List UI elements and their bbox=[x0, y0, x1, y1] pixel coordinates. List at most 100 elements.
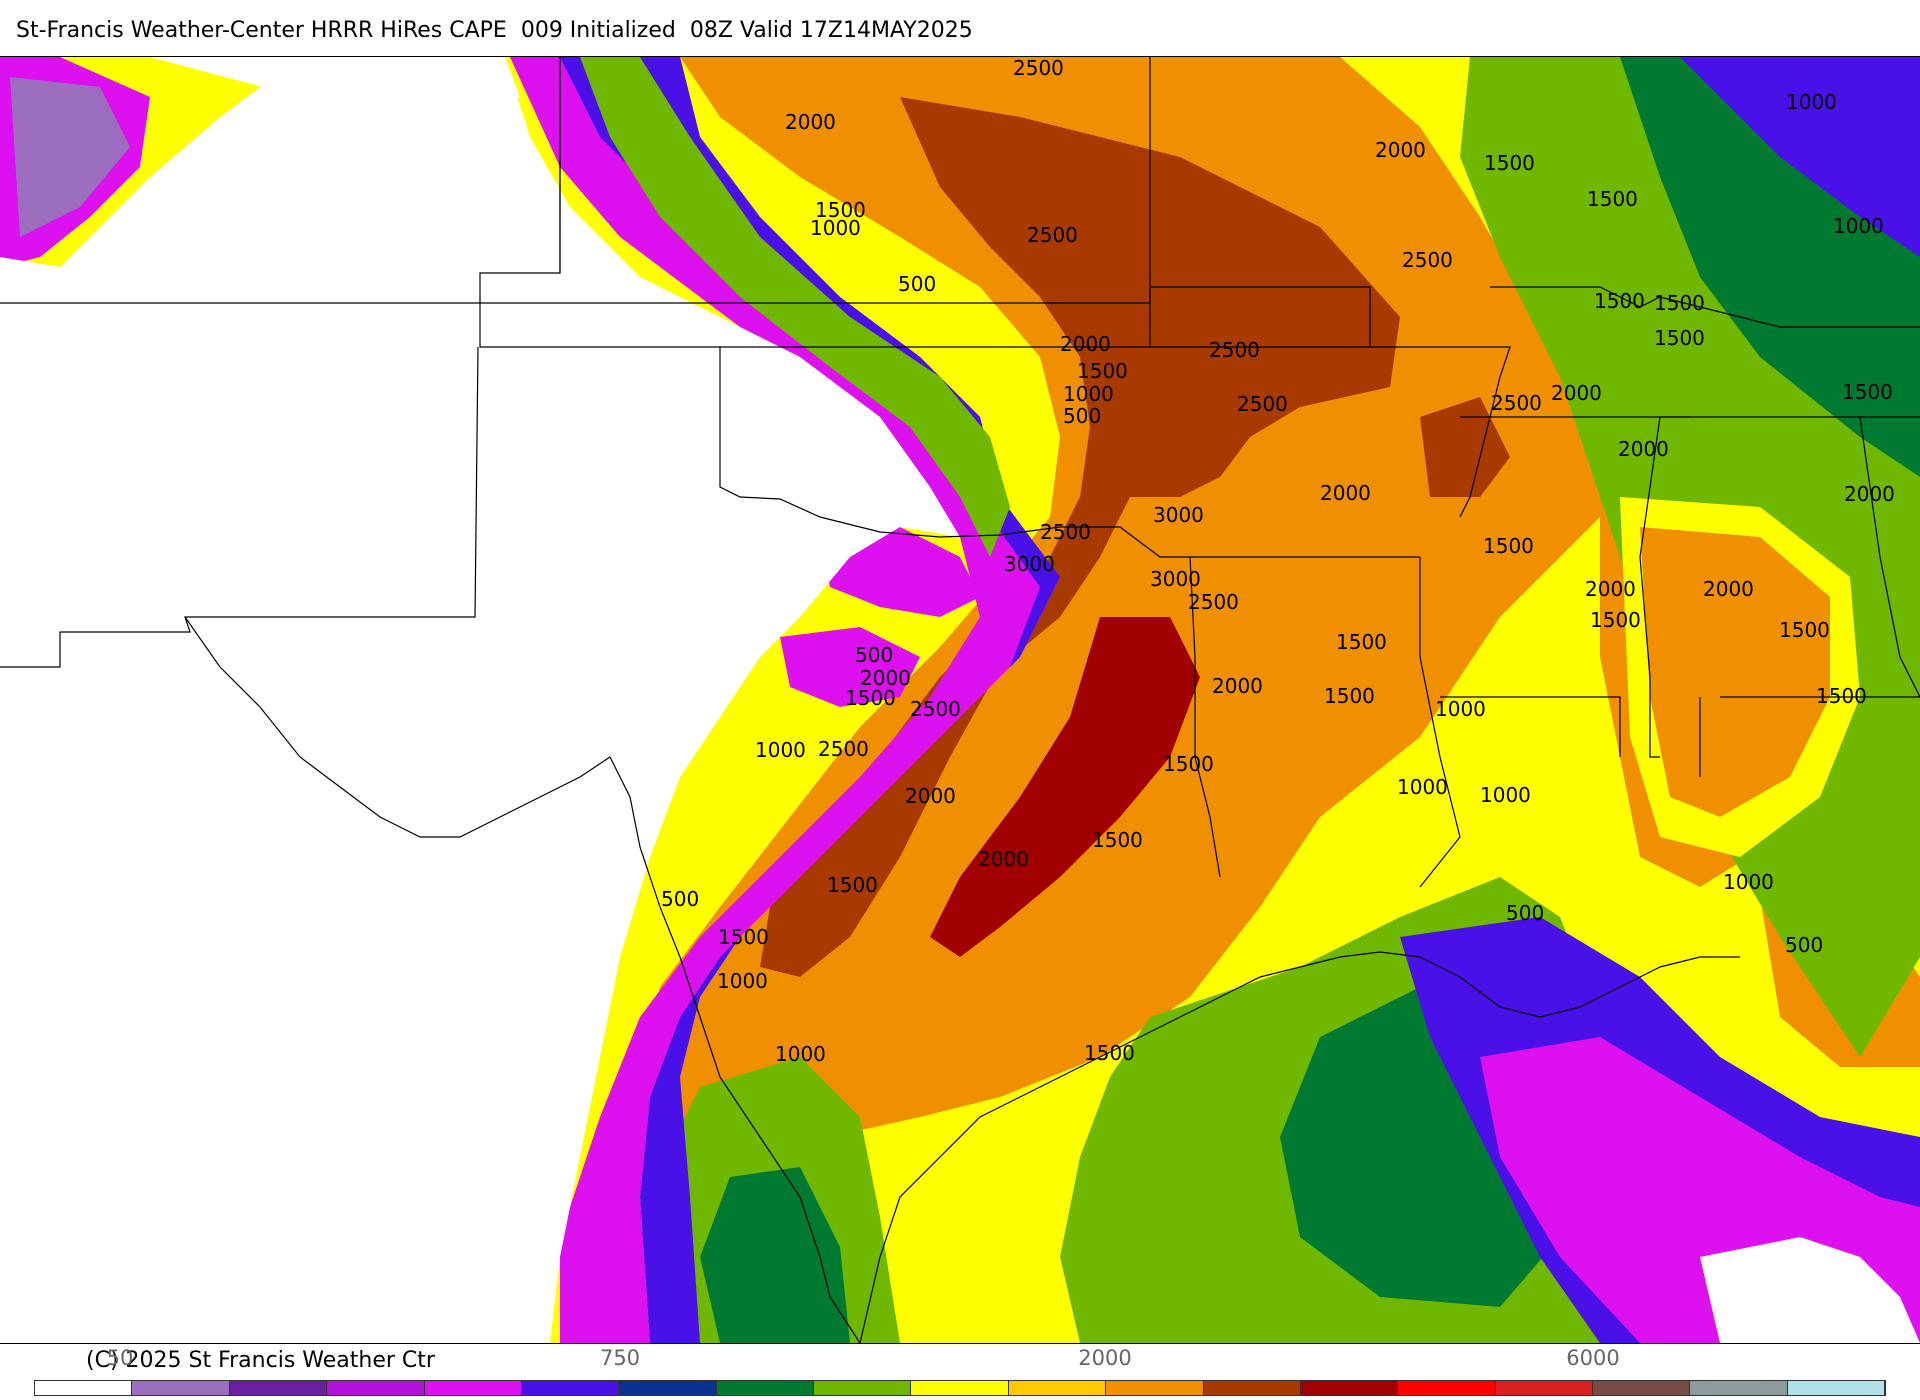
colorbar-swatch bbox=[132, 1381, 230, 1395]
contour-label: 2500 bbox=[1491, 391, 1542, 415]
colorbar-swatch bbox=[1787, 1381, 1886, 1395]
contour-labels: 5002000250015001000250050020001500100050… bbox=[661, 57, 1895, 1066]
contour-label: 1500 bbox=[845, 686, 896, 710]
map-title: St-Francis Weather-Center HRRR HiRes CAP… bbox=[16, 18, 973, 43]
contour-label: 2500 bbox=[1040, 520, 1091, 544]
contour-label: 3000 bbox=[1153, 503, 1204, 527]
contour-label: 1500 bbox=[1084, 1041, 1135, 1065]
cape-fill-3000 bbox=[930, 617, 1200, 957]
contour-label: 2500 bbox=[1027, 223, 1078, 247]
cape-fill-1000-west bbox=[580, 57, 1010, 557]
contour-label: 3000 bbox=[1004, 552, 1055, 576]
cape-fill-1000-south bbox=[700, 1167, 850, 1343]
colorbar-swatch bbox=[1203, 1381, 1301, 1395]
contour-label: 2000 bbox=[1703, 577, 1754, 601]
colorbar-swatch bbox=[814, 1381, 912, 1395]
colorbar-swatch bbox=[35, 1381, 133, 1395]
contour-label: 1000 bbox=[1063, 382, 1114, 406]
contour-label: 2000 bbox=[860, 666, 911, 690]
contour-label: 2500 bbox=[1402, 248, 1453, 272]
contour-label: 2000 bbox=[1320, 481, 1371, 505]
contour-label: 2000 bbox=[785, 110, 836, 134]
contour-label: 1000 bbox=[1723, 870, 1774, 894]
cape-fill-2000-ne-core bbox=[1640, 527, 1830, 817]
colorbar-swatch bbox=[521, 1381, 620, 1395]
contour-label: 1500 bbox=[1654, 326, 1705, 350]
colorbar-swatch bbox=[1398, 1381, 1496, 1395]
copyright-text: (C) 2025 St Francis Weather Ctr bbox=[86, 1348, 435, 1373]
colorbar bbox=[34, 1380, 1886, 1396]
colorbar-tick-label: 6000 bbox=[1566, 1346, 1620, 1370]
contour-label: 2000 bbox=[1551, 381, 1602, 405]
contour-label: 1500 bbox=[1324, 684, 1375, 708]
colorbar-swatch bbox=[327, 1381, 425, 1395]
contour-label: 1500 bbox=[1779, 618, 1830, 642]
contour-label: 2000 bbox=[1585, 577, 1636, 601]
colorbar-swatch bbox=[1495, 1381, 1593, 1395]
contour-label: 1000 bbox=[1480, 783, 1531, 807]
contour-label: 1000 bbox=[1435, 697, 1486, 721]
contour-label: 2500 bbox=[1188, 590, 1239, 614]
contour-label: 1500 bbox=[1654, 291, 1705, 315]
contour-label: 1500 bbox=[827, 873, 878, 897]
contour-label: 1500 bbox=[1816, 684, 1867, 708]
contour-label: 1500 bbox=[1590, 608, 1641, 632]
contour-label: 1000 bbox=[1397, 775, 1448, 799]
contour-label: 1000 bbox=[755, 738, 806, 762]
coastline bbox=[184, 616, 1740, 1343]
contour-label: 2000 bbox=[1844, 482, 1895, 506]
colorbar-swatch bbox=[619, 1381, 717, 1395]
contour-label: 2500 bbox=[1237, 392, 1288, 416]
contour-label: 500 bbox=[855, 643, 893, 667]
contour-label: 2500 bbox=[1209, 338, 1260, 362]
state-boundaries bbox=[0, 57, 1920, 888]
contour-label: 500 bbox=[1506, 901, 1544, 925]
contour-label: 1000 bbox=[1833, 214, 1884, 238]
cape-contour-map: 5002000250015001000250050020001500100050… bbox=[0, 57, 1920, 1343]
contour-label: 1500 bbox=[815, 198, 866, 222]
cape-map: 5002000250015001000250050020001500100050… bbox=[0, 56, 1920, 1344]
colorbar-swatch bbox=[716, 1381, 814, 1395]
contour-label: 1500 bbox=[1336, 630, 1387, 654]
cape-fill-min-gulf bbox=[1700, 1237, 1920, 1343]
contour-label: 1500 bbox=[1484, 151, 1535, 175]
colorbar-tick-label: 50 bbox=[106, 1346, 134, 1370]
colorbar-swatch bbox=[1008, 1381, 1107, 1395]
colorbar-swatch bbox=[1593, 1381, 1691, 1395]
contour-label: 500 bbox=[898, 272, 936, 296]
contour-label: 1500 bbox=[718, 925, 769, 949]
contour-label: 500 bbox=[1785, 933, 1823, 957]
contour-label: 3000 bbox=[1150, 567, 1201, 591]
colorbar-swatch bbox=[911, 1381, 1009, 1395]
cape-fill-2500-east bbox=[1420, 397, 1510, 497]
colorbar-tick-label: 750 bbox=[599, 1346, 641, 1370]
contour-label: 1500 bbox=[1587, 187, 1638, 211]
contour-label: 500 bbox=[1063, 404, 1101, 428]
contour-label: 500 bbox=[661, 887, 699, 911]
contour-label: 2000 bbox=[1060, 332, 1111, 356]
contour-label: 1500 bbox=[1483, 534, 1534, 558]
colorbar-swatch bbox=[1106, 1381, 1204, 1395]
contour-label: 1000 bbox=[717, 969, 768, 993]
colorbar-swatch bbox=[1690, 1381, 1788, 1395]
contour-label: 1000 bbox=[810, 216, 861, 240]
contour-label: 1500 bbox=[1163, 752, 1214, 776]
contour-label: 2500 bbox=[910, 697, 961, 721]
contour-label: 2000 bbox=[978, 847, 1029, 871]
colorbar-swatch bbox=[229, 1381, 328, 1395]
cape-fill-500-east bbox=[1680, 57, 1920, 257]
colorbar-swatch bbox=[424, 1381, 522, 1395]
colorbar-tick-label: 2000 bbox=[1078, 1346, 1132, 1370]
contour-label: 1000 bbox=[775, 1042, 826, 1066]
contour-label: 1000 bbox=[1786, 90, 1837, 114]
contour-label: 1500 bbox=[1842, 380, 1893, 404]
contour-label: 2500 bbox=[818, 737, 869, 761]
contour-label: 2000 bbox=[1618, 437, 1669, 461]
cape-fill-low-scatter-4 bbox=[10, 77, 130, 237]
cape-fill-low-scatter-2 bbox=[780, 627, 920, 707]
colorbar-swatch bbox=[1300, 1381, 1399, 1395]
contour-label: 2000 bbox=[1375, 138, 1426, 162]
contour-label: 2000 bbox=[905, 784, 956, 808]
contour-label: 1500 bbox=[1092, 828, 1143, 852]
cape-fill-none-ne-strip bbox=[150, 57, 520, 97]
